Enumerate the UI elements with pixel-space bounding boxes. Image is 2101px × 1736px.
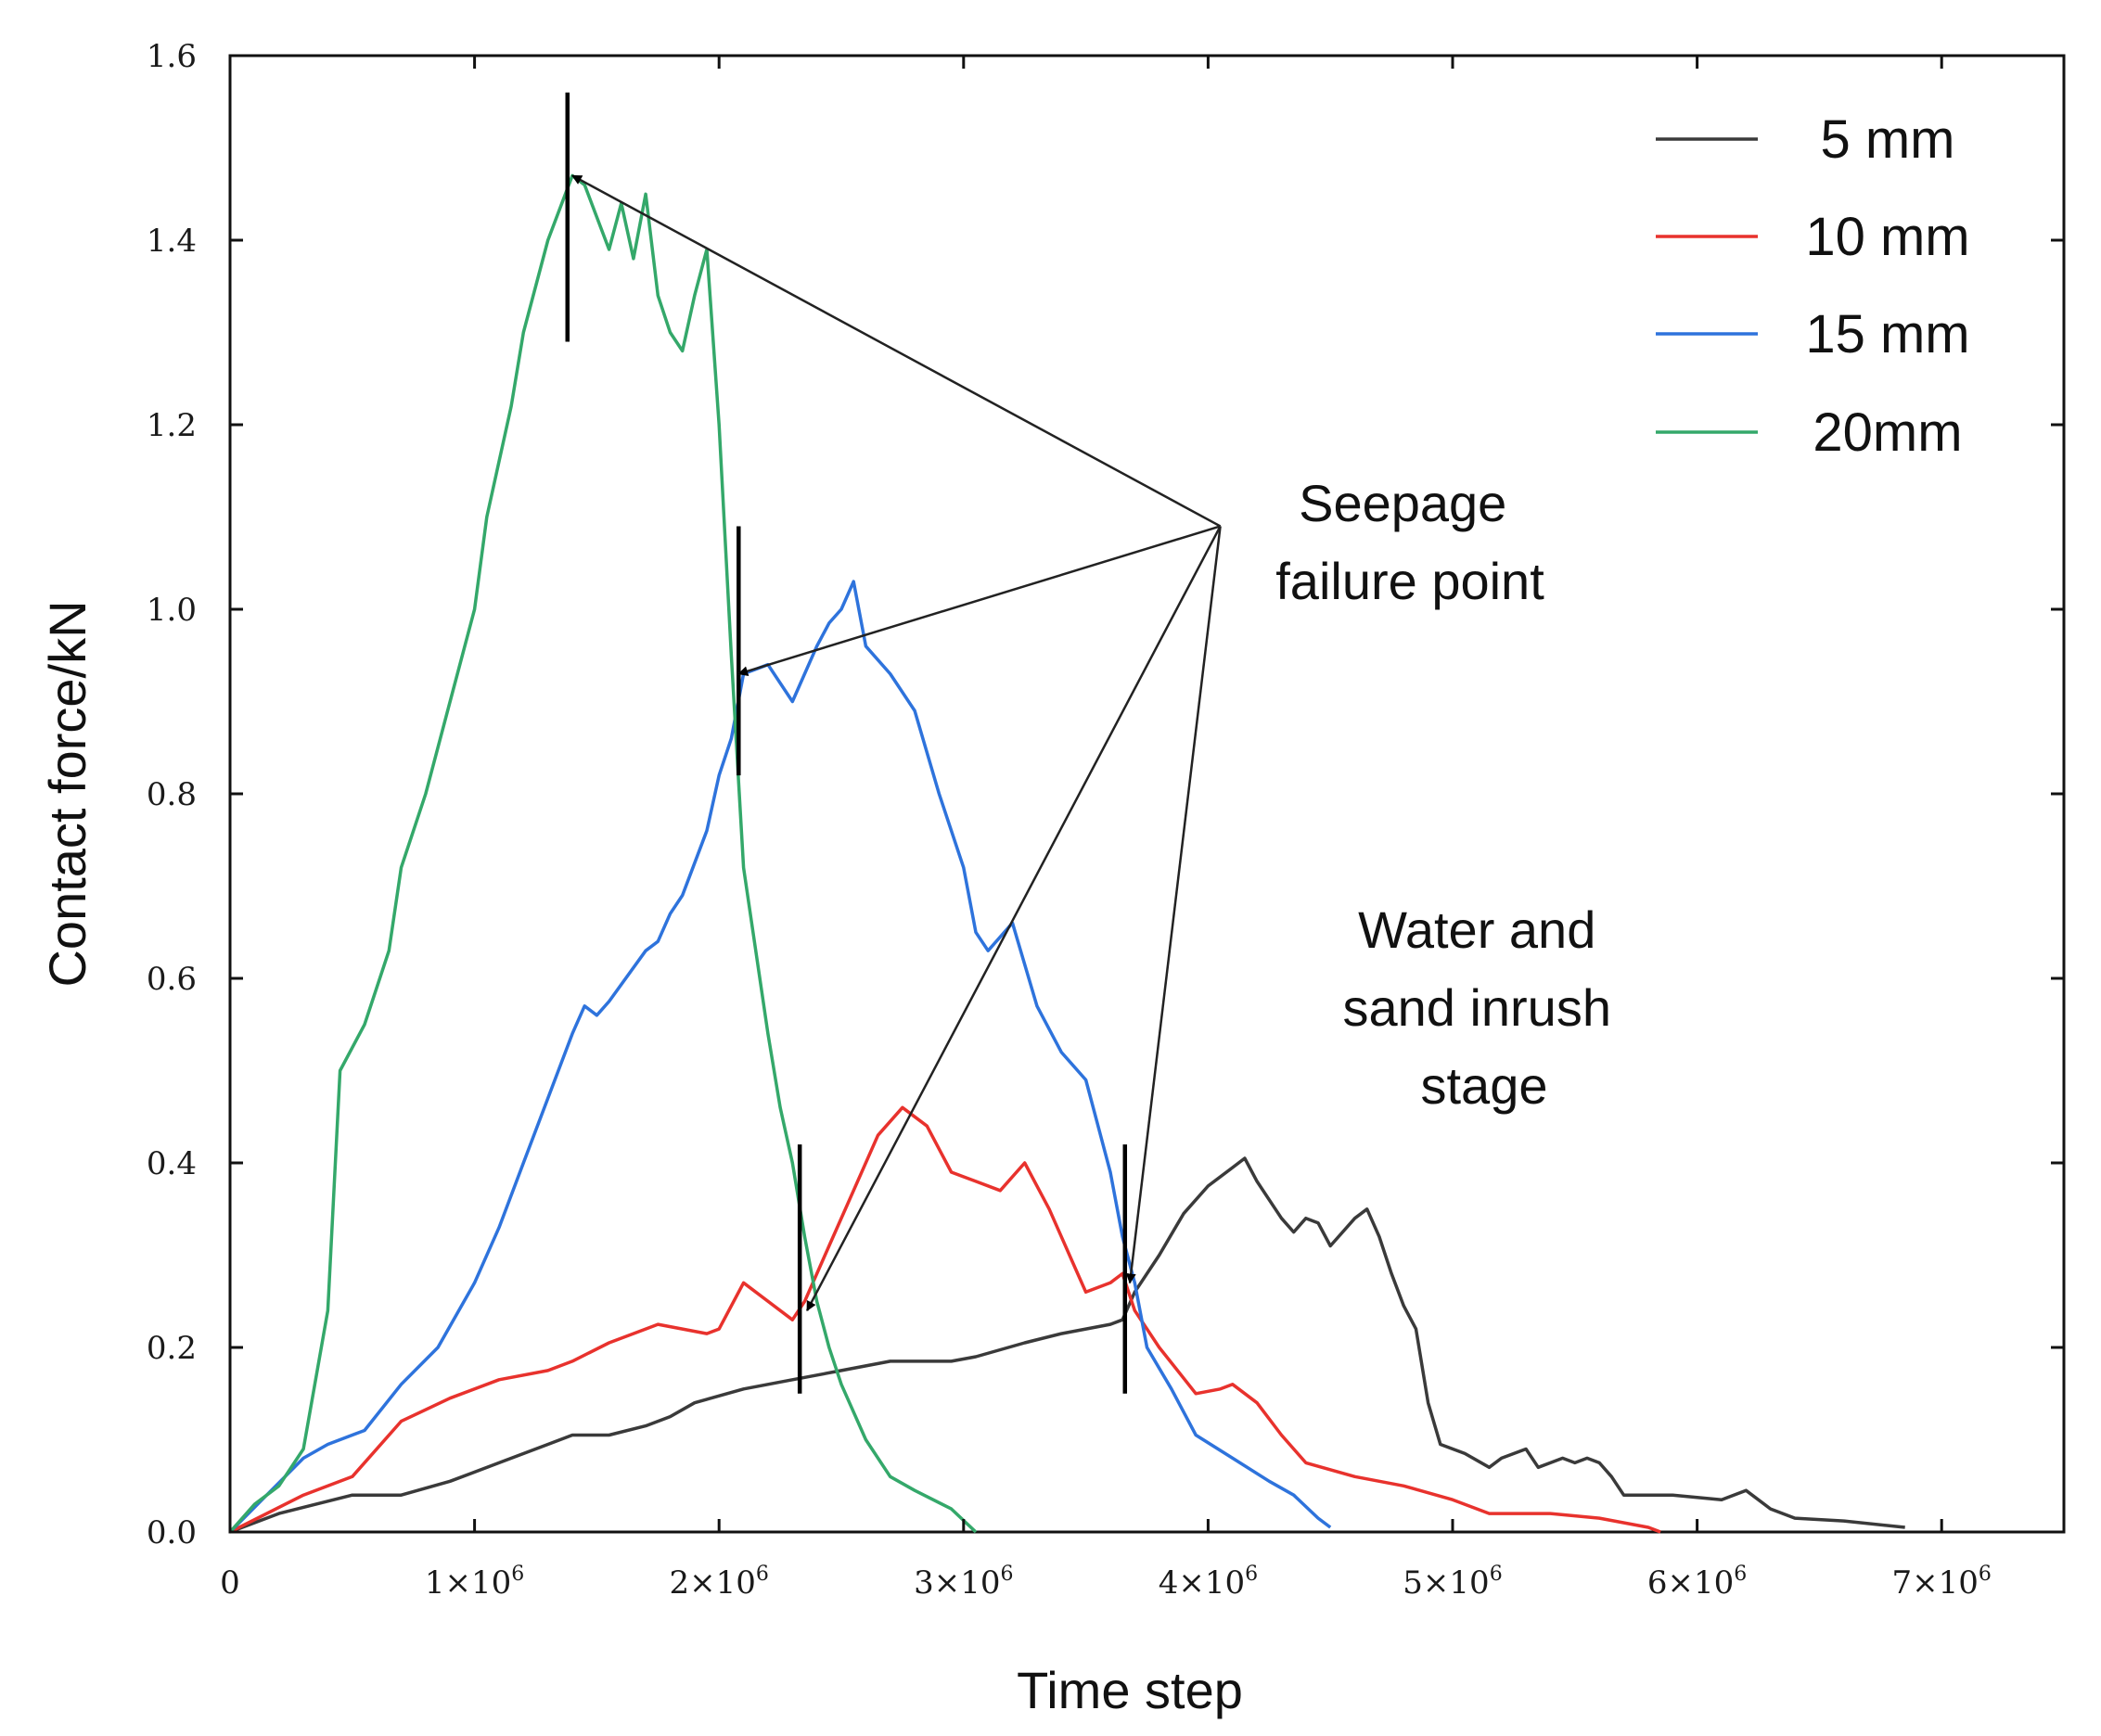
legend-label-2: 15 mm [1805, 304, 1969, 364]
y-tick-label-7: 1.4 [147, 223, 197, 260]
annotation-seepage-line-1: Seepage [1299, 474, 1506, 532]
annotation-arrow-2 [805, 525, 1222, 1312]
x-tick-label-6: 6×106 [1647, 1563, 1747, 1602]
y-tick-label-2: 0.4 [147, 1145, 197, 1182]
y-tick-label-1: 0.2 [147, 1330, 197, 1367]
x-tick-label-0: 0 [220, 1564, 240, 1602]
series-line-2 [228, 580, 1332, 1534]
annotation-arrow-1 [737, 525, 1221, 677]
plot-frame [228, 54, 2066, 1534]
y-tick-label-0: 0.0 [147, 1514, 197, 1551]
legend-label-0: 5 mm [1821, 109, 1955, 170]
y-tick-label-4: 0.8 [147, 776, 197, 813]
annotation-arrow-0 [571, 174, 1222, 528]
annotation-inrush-line-1: Water and [1358, 900, 1595, 959]
series-line-1 [229, 1105, 1661, 1534]
annotation-inrush-line-3: stage [1421, 1056, 1548, 1115]
x-tick-label-7: 7×106 [1892, 1563, 1992, 1602]
series-line-3 [228, 173, 978, 1534]
annotation-seepage-line-2: failure point [1275, 552, 1544, 610]
legend-label-1: 10 mm [1805, 207, 1969, 267]
x-tick-label-3: 3×106 [914, 1563, 1013, 1602]
x-tick-label-5: 5×106 [1403, 1563, 1502, 1602]
x-axis-title: Time step [1017, 1661, 1243, 1719]
annotation-seepage: Seepage failure point [1275, 474, 1544, 610]
annotation-inrush: Water and sand inrush stage [1342, 900, 1625, 1115]
legend: 5 mm 10 mm 15 mm 20mm [1656, 109, 1970, 463]
annotation-arrow-3 [1125, 526, 1222, 1284]
x-tick-label-4: 4×106 [1159, 1563, 1258, 1602]
annotation-inrush-line-2: sand inrush [1342, 978, 1611, 1037]
failure-marker-layer [565, 92, 1128, 1394]
series-line-0 [229, 1156, 1905, 1534]
legend-label-3: 20mm [1813, 402, 1962, 463]
y-tick-label-6: 1.2 [147, 407, 197, 444]
x-tick-label-1: 1×106 [425, 1563, 524, 1602]
series-layer [228, 173, 1905, 1534]
y-axis-ticks: 0.0 0.2 0.4 0.6 0.8 1.0 1.2 1.4 1.6 [147, 38, 2064, 1551]
y-tick-label-3: 0.6 [147, 961, 197, 998]
x-axis-ticks: 0 1×106 2×106 3×106 4×106 5×106 6×106 7×106 [220, 56, 1992, 1602]
y-tick-label-8: 1.6 [147, 38, 197, 75]
annotation-texts: Seepage failure point Water and sand inr… [1275, 474, 1625, 1115]
x-tick-label-2: 2×106 [670, 1563, 769, 1602]
annotation-arrow-layer [571, 174, 1222, 1312]
y-tick-label-5: 1.0 [147, 592, 197, 629]
y-axis-title: Contact force/kN [38, 600, 96, 987]
